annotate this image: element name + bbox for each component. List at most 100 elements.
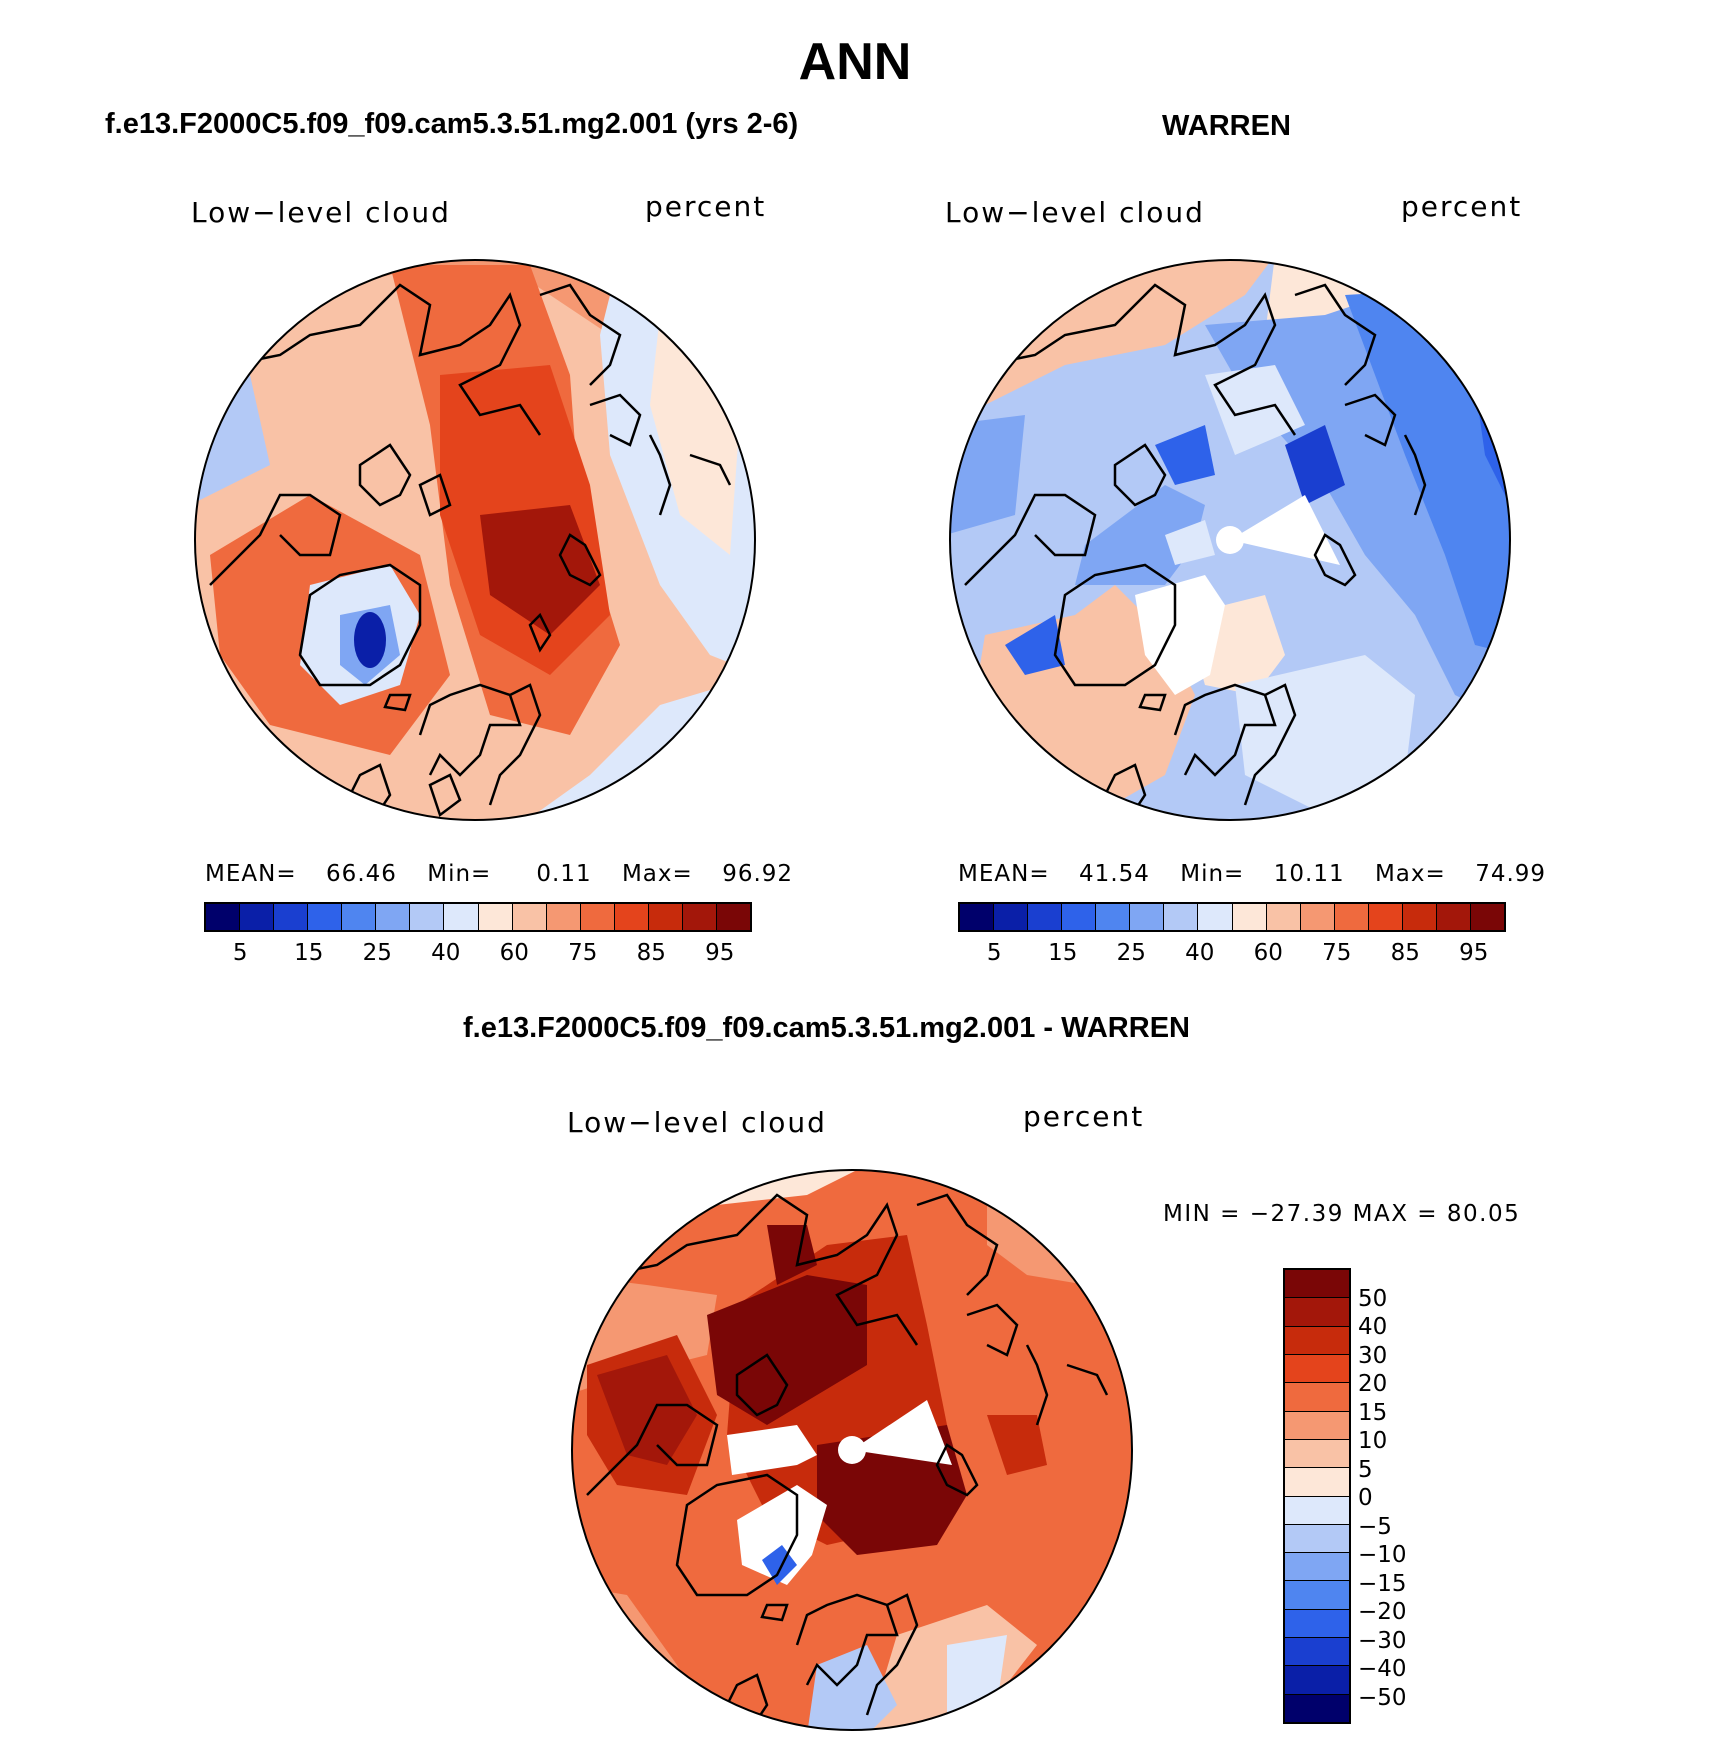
panel3-colorbar-tick-label: 50 (1358, 1285, 1388, 1312)
panel1-min-value: 0.11 (536, 861, 592, 887)
panel3-colorbar-swatch (1285, 1495, 1349, 1524)
panel3-colorbar-swatch (1285, 1552, 1349, 1581)
panel3-colorbar-swatch (1285, 1580, 1349, 1609)
panel1-colorbar-swatch (308, 904, 343, 930)
panel3-colorbar-swatch (1285, 1523, 1349, 1553)
panel3-colorbar-swatch (1285, 1665, 1349, 1694)
panel3-colorbar-swatch (1285, 1467, 1349, 1496)
panel3-colorbar-tick-label: −15 (1358, 1570, 1407, 1597)
panel1-colorbar-swatch (580, 904, 615, 930)
panel3-colorbar-tick-label: 5 (1358, 1456, 1373, 1483)
panel1-colorbar-tick-label: 85 (636, 940, 666, 966)
panel1-stats: MEAN= 66.46 Min= 0.11 Max= 96.92 (205, 861, 793, 887)
panel2-colorbar-swatch (960, 904, 995, 930)
panel2-mean-value: 41.54 (1079, 861, 1150, 887)
panel3-colorbar-tick-label: −40 (1358, 1656, 1407, 1682)
panel2-min-label: Min= (1180, 861, 1245, 887)
panel1-colorbar-swatch (444, 904, 479, 930)
panel1-colorbar-swatch (648, 904, 683, 930)
panel1-colorbar-swatch (478, 904, 513, 930)
panel1-colorbar-tick-label: 15 (294, 940, 324, 966)
panel3-colorbar-tick-label: 15 (1358, 1399, 1388, 1426)
panel2-colorbar-swatch (1300, 904, 1335, 930)
panel3-colorbar-swatch (1285, 1270, 1349, 1298)
panel3-colorbar-tick-label: −5 (1358, 1513, 1392, 1540)
panel2-title: WARREN (1162, 110, 1291, 142)
panel3-colorbar-tick-label: −10 (1358, 1542, 1407, 1568)
panel3-colorbar-swatch (1285, 1353, 1349, 1383)
panel1-colorbar-ticks: 5 15 25 40 60 75 85 95 (204, 940, 752, 970)
panel2-stats: MEAN= 41.54 Min= 10.11 Max= 74.99 (958, 861, 1546, 887)
panel2-colorbar-swatch (1368, 904, 1403, 930)
panel2-colorbar-swatch (1470, 904, 1504, 930)
panel2-colorbar-swatch (1436, 904, 1471, 930)
panel2-polar-map (949, 259, 1511, 821)
panel3-colorbar-swatch (1285, 1325, 1349, 1354)
panel3-colorbar-tick-label: −50 (1358, 1684, 1407, 1711)
panel3-colorbar-swatch (1285, 1410, 1349, 1439)
panel1-units-label: percent (645, 190, 767, 223)
panel1-colorbar-swatch (206, 904, 241, 930)
panel3-colorbar-swatch (1285, 1637, 1349, 1666)
panel1-colorbar-swatch (512, 904, 547, 930)
panel3-colorbar-tick-label: 30 (1358, 1342, 1388, 1369)
panel1-colorbar-tick-label: 5 (232, 940, 248, 966)
panel2-colorbar-tick-label: 60 (1253, 940, 1283, 966)
panel1-colorbar-tick-label: 40 (431, 940, 461, 966)
panel1-colorbar-swatch (274, 904, 309, 930)
panel2-colorbar-tick-label: 15 (1048, 940, 1078, 966)
panel2-colorbar-tick-label: 75 (1322, 940, 1352, 966)
panel3-colorbar (1283, 1268, 1351, 1724)
panel2-colorbar-swatch (1232, 904, 1267, 930)
panel2-colorbar-swatch (1062, 904, 1097, 930)
panel2-colorbar-tick-label: 40 (1185, 940, 1215, 966)
panel2-colorbar-swatch (1402, 904, 1437, 930)
panel1-colorbar-swatch (716, 904, 750, 930)
panel1-colorbar-swatch (546, 904, 581, 930)
panel2-colorbar-tick-label: 95 (1459, 940, 1489, 966)
panel1-colorbar-swatch (240, 904, 275, 930)
panel2-min-value: 10.11 (1273, 861, 1345, 887)
panel1-max-value: 96.92 (722, 861, 794, 887)
panel2-colorbar-swatch (994, 904, 1029, 930)
panel3-colorbar-tick-label: 0 (1358, 1485, 1373, 1511)
panel2-colorbar-swatch (1096, 904, 1131, 930)
panel2-colorbar-swatch (1164, 904, 1199, 930)
panel3-colorbar-tick-label: −20 (1358, 1599, 1407, 1625)
panel2-colorbar-swatch (1198, 904, 1233, 930)
panel3-colorbar-tick-label: 40 (1358, 1314, 1388, 1340)
panel3-colorbar-swatch (1285, 1438, 1349, 1468)
panel1-colorbar-tick-label: 25 (362, 940, 392, 966)
panel1-polar-map (194, 259, 756, 821)
panel3-units-label: percent (1023, 1100, 1145, 1133)
panel3-colorbar-tick-label: 20 (1358, 1371, 1388, 1397)
panel3-minmax-text: MIN = −27.39 MAX = 80.05 (1163, 1201, 1521, 1227)
panel1-colorbar-swatch (614, 904, 649, 930)
panel2-colorbar-tick-label: 25 (1116, 940, 1146, 966)
panel1-colorbar-swatch (376, 904, 411, 930)
panel2-mean-label: MEAN= (958, 861, 1050, 887)
panel3-colorbar-swatch (1285, 1693, 1349, 1722)
panel1-colorbar-tick-label: 95 (705, 940, 735, 966)
panel1-colorbar-swatch (682, 904, 717, 930)
panel1-mean-value: 66.46 (326, 861, 397, 887)
panel2-max-label: Max= (1374, 861, 1446, 887)
panel1-colorbar-swatch (342, 904, 377, 930)
figure-title: ANN (798, 33, 912, 91)
panel3-variable-label: Low−level cloud (567, 1106, 827, 1139)
panel3-colorbar-swatch (1285, 1608, 1349, 1638)
panel1-mean-label: MEAN= (205, 861, 297, 887)
panel3-colorbar-tick-label: 10 (1358, 1428, 1388, 1454)
panel2-colorbar-tick-label: 5 (986, 940, 1002, 966)
panel2-colorbar-ticks: 5 15 25 40 60 75 85 95 (958, 940, 1506, 970)
panel3-colorbar-ticks: −50 −40 −30 −20 −15 −10 −5 0 5 10 15 20 30 40 50 (1358, 1268, 1438, 1724)
panel2-colorbar-swatch (1334, 904, 1369, 930)
panel3-polar-map (571, 1169, 1133, 1731)
panel1-min-label: Min= (427, 861, 492, 887)
panel2-max-value: 74.99 (1475, 861, 1547, 887)
panel3-colorbar-tick-label: −30 (1358, 1627, 1407, 1654)
panel3-title: f.e13.F2000C5.f09_f09.cam5.3.51.mg2.001 … (463, 1012, 1190, 1044)
panel2-colorbar (958, 902, 1506, 932)
panel1-title: f.e13.F2000C5.f09_f09.cam5.3.51.mg2.001 … (105, 108, 799, 140)
panel1-colorbar-tick-label: 75 (568, 940, 598, 966)
